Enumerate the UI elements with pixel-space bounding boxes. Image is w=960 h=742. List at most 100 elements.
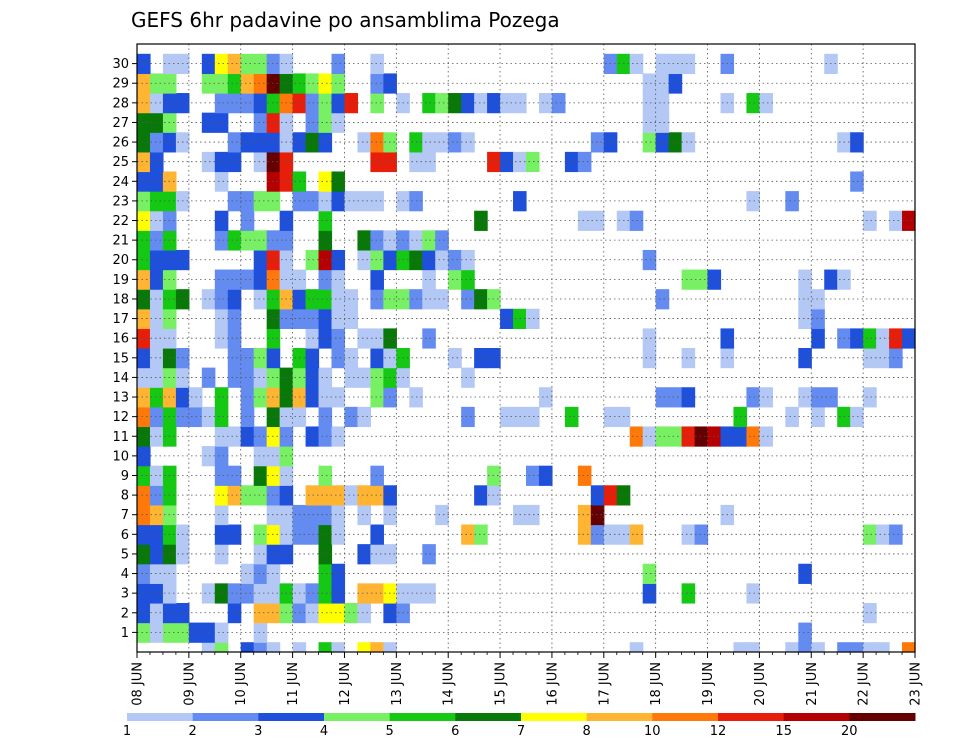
heatmap-cell — [370, 367, 384, 388]
heatmap-cell — [370, 230, 384, 251]
heatmap-cell — [889, 348, 903, 369]
y-tick-label: 10 — [112, 449, 129, 464]
heatmap-cell — [357, 367, 371, 388]
heatmap-cell — [253, 583, 268, 604]
y-tick-label: 12 — [112, 410, 129, 425]
x-tick-label: 12 JUN — [338, 662, 353, 706]
heatmap-cell — [201, 642, 216, 653]
heatmap-cell — [448, 132, 462, 153]
heatmap-cell — [564, 406, 579, 428]
heatmap-cell — [370, 485, 384, 506]
heatmap-cell — [422, 544, 436, 565]
heatmap-cell — [227, 269, 242, 290]
heatmap-cell — [318, 485, 333, 506]
colorbar-segment — [389, 713, 456, 721]
x-tick-label: 20 JUN — [753, 662, 768, 706]
heatmap-cell — [422, 249, 436, 271]
heatmap-cell — [422, 289, 436, 310]
heatmap-cell — [876, 642, 890, 653]
heatmap-cell — [137, 367, 151, 388]
heatmap-cell — [137, 249, 151, 271]
heatmap-cell — [137, 171, 151, 192]
heatmap-cell — [253, 524, 268, 545]
heatmap-cell — [240, 426, 255, 447]
heatmap-cell — [318, 544, 333, 565]
heatmap-cell — [863, 602, 877, 624]
heatmap-cell — [435, 132, 449, 153]
heatmap-cell — [590, 210, 605, 231]
heatmap-cell — [876, 524, 890, 545]
heatmap-cell — [240, 348, 255, 369]
heatmap-cell — [149, 348, 164, 369]
heatmap-cell — [461, 249, 475, 271]
y-tick-label: 21 — [112, 234, 129, 249]
heatmap-cell — [785, 406, 799, 428]
heatmap-cell — [331, 485, 346, 506]
heatmap-cell — [461, 367, 475, 388]
heatmap-cell — [357, 328, 371, 349]
heatmap-cell — [149, 249, 164, 271]
heatmap-cell — [137, 524, 151, 545]
heatmap-cell — [863, 524, 877, 545]
heatmap-cell — [318, 563, 333, 584]
y-tick-label: 22 — [112, 214, 129, 229]
heatmap-cell — [668, 73, 683, 94]
heatmap-cell — [902, 328, 916, 349]
colorbar-label: 6 — [451, 724, 459, 739]
heatmap-cell — [149, 328, 164, 349]
colorbar-label: 3 — [254, 724, 262, 739]
heatmap-cell — [694, 524, 709, 545]
heatmap-cell — [240, 269, 255, 290]
heatmap-cell — [214, 210, 229, 231]
y-tick-label: 8 — [121, 489, 129, 504]
heatmap-cell — [240, 230, 255, 251]
heatmap-cell — [331, 504, 346, 526]
heatmap-cell — [240, 73, 255, 94]
heatmap-cell — [227, 230, 242, 251]
y-tick-label: 1 — [121, 626, 129, 641]
heatmap-cell — [785, 191, 799, 212]
heatmap-cell — [253, 191, 268, 212]
heatmap-cell — [253, 367, 268, 388]
heatmap-cell — [201, 151, 216, 173]
colorbar-label: 2 — [189, 724, 197, 739]
heatmap-cell — [305, 524, 320, 545]
y-tick-label: 6 — [121, 528, 129, 543]
heatmap-cell — [318, 465, 333, 486]
heatmap-cell — [253, 269, 268, 290]
y-tick-label: 5 — [121, 547, 129, 562]
heatmap-cell — [149, 485, 164, 506]
heatmap-cell — [201, 446, 216, 467]
heatmap-cell — [526, 465, 540, 486]
heatmap-cell — [137, 485, 151, 506]
colorbar: 1 2 3 4 5 6 7 8 10 12 15 20 — [123, 713, 916, 739]
y-tick-label: 17 — [112, 312, 129, 327]
heatmap-cell — [201, 583, 216, 604]
heatmap-cell — [240, 406, 255, 428]
heatmap-cell — [253, 485, 268, 506]
heatmap-cell — [811, 387, 825, 408]
heatmap-cell — [305, 583, 320, 604]
heatmap-cell — [889, 210, 903, 231]
heatmap-cell — [642, 348, 657, 369]
colorbar-label: 4 — [320, 724, 328, 739]
heatmap-cell — [214, 642, 229, 653]
colorbar-segment — [455, 713, 522, 721]
heatmap-cell — [149, 504, 164, 526]
heatmap-cell — [253, 151, 268, 173]
heatmap-cell — [149, 289, 164, 310]
heatmap-cell — [137, 583, 151, 604]
heatmap-cell — [318, 583, 333, 604]
x-tick-label: 18 JUN — [649, 662, 664, 706]
heatmap-cell — [798, 563, 812, 584]
heatmap-cell — [318, 504, 333, 526]
heatmap-cell — [137, 230, 151, 251]
heatmap-cell — [214, 406, 229, 428]
x-tick-label: 13 JUN — [390, 662, 405, 706]
heatmap-cell — [357, 485, 371, 506]
heatmap-cell — [642, 112, 657, 133]
colorbar-label: 7 — [517, 724, 525, 739]
heatmap-cell — [655, 73, 670, 94]
heatmap-cell — [681, 387, 696, 408]
heatmap-cell — [214, 446, 229, 467]
